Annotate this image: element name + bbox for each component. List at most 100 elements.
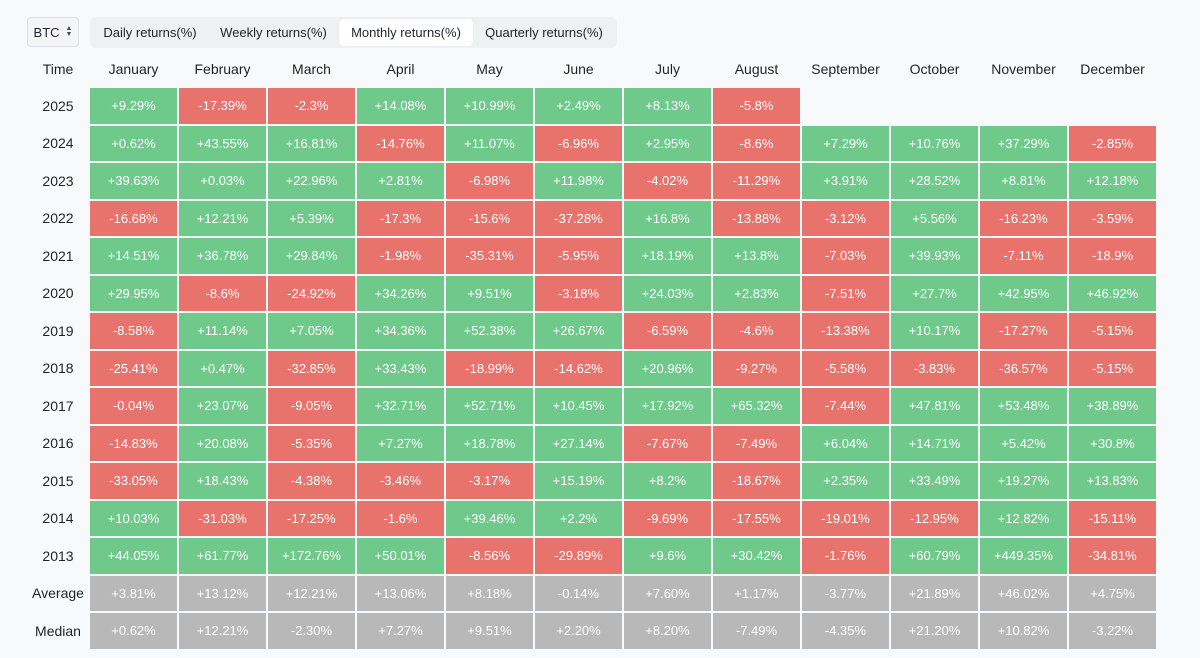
return-cell: +53.48%: [980, 388, 1067, 424]
return-cell: +52.38%: [446, 313, 533, 349]
summary-cell: +10.82%: [980, 613, 1067, 649]
return-cell: -36.57%: [980, 350, 1067, 386]
return-cell: -5.58%: [802, 350, 889, 386]
return-cell: -7.44%: [802, 388, 889, 424]
summary-cell: +21.20%: [891, 613, 978, 649]
year-label: 2021: [42, 247, 74, 264]
return-cell: +26.67%: [535, 313, 622, 349]
return-cell: -9.27%: [713, 350, 800, 386]
summary-cell: +2.20%: [535, 613, 622, 649]
return-cell: +2.35%: [802, 463, 889, 499]
return-cell: +39.93%: [891, 238, 978, 274]
return-cell: -3.46%: [357, 463, 444, 499]
return-cell: +7.05%: [268, 313, 355, 349]
return-cell: -7.03%: [802, 238, 889, 274]
year-label: 2025: [42, 97, 74, 114]
return-cell: -2.85%: [1069, 125, 1156, 161]
return-cell: -29.89%: [535, 538, 622, 574]
return-cell: +27.14%: [535, 425, 622, 461]
summary-row: Median +0.62% +12.21% -2.30% +7.27% +9.51% +2.…: [28, 613, 1156, 649]
table-header-row: Time January February March April May June Jul…: [28, 52, 1156, 86]
return-cell: +44.05%: [90, 538, 177, 574]
return-cell: +39.46%: [446, 500, 533, 536]
return-cell: +2.2%: [535, 500, 622, 536]
return-cell: +27.7%: [891, 275, 978, 311]
table-row: 2017 -0.04% +23.07% -9.05% +32.71% +52.71% +10…: [28, 388, 1156, 424]
return-cell: +5.56%: [891, 200, 978, 236]
return-cell: +9.6%: [624, 538, 711, 574]
table-row: 2020 +29.95% -8.6% -24.92% +34.26% +9.51% -3.1…: [28, 275, 1156, 311]
return-cell: -17.55%: [713, 500, 800, 536]
return-cell: +0.62%: [90, 125, 177, 161]
return-cell: -14.76%: [357, 125, 444, 161]
return-cell: +0.47%: [179, 350, 266, 386]
year-label: 2023: [42, 172, 74, 189]
return-cell: +33.49%: [891, 463, 978, 499]
summary-cell: +13.12%: [179, 575, 266, 611]
return-cell: -5.8%: [713, 88, 800, 124]
return-cell: -6.96%: [535, 125, 622, 161]
return-cell: +12.18%: [1069, 163, 1156, 199]
asset-select[interactable]: BTC ▲ ▼: [27, 17, 79, 47]
return-cell: -3.17%: [446, 463, 533, 499]
return-cell: +11.07%: [446, 125, 533, 161]
return-cell: +9.29%: [90, 88, 177, 124]
return-cell: +46.92%: [1069, 275, 1156, 311]
return-cell: +37.29%: [980, 125, 1067, 161]
summary-row: Average +3.81% +13.12% +12.21% +13.06% +8.18%…: [28, 575, 1156, 611]
return-cell: +10.03%: [90, 500, 177, 536]
return-cell: -35.31%: [446, 238, 533, 274]
tab-daily-returns[interactable]: Daily returns(%): [103, 25, 197, 40]
summary-cell: +12.21%: [268, 575, 355, 611]
return-cell: +8.2%: [624, 463, 711, 499]
return-cell: +10.99%: [446, 88, 533, 124]
return-cell: +34.26%: [357, 275, 444, 311]
return-cell: +2.81%: [357, 163, 444, 199]
return-cell: -2.3%: [268, 88, 355, 124]
return-cell: +61.77%: [179, 538, 266, 574]
return-cell: +449.35%: [980, 538, 1067, 574]
return-cell: -11.29%: [713, 163, 800, 199]
return-cell: -17.27%: [980, 313, 1067, 349]
return-cell: -13.38%: [802, 313, 889, 349]
return-cell: +22.96%: [268, 163, 355, 199]
return-cell: -5.15%: [1069, 350, 1156, 386]
return-cell: +47.81%: [891, 388, 978, 424]
return-cell: +65.32%: [713, 388, 800, 424]
return-cell: +24.03%: [624, 275, 711, 311]
summary-cell: -0.14%: [535, 575, 622, 611]
tab-quarterly-returns[interactable]: Quarterly returns(%): [485, 25, 603, 40]
return-cell: +18.43%: [179, 463, 266, 499]
summary-cell: +9.51%: [446, 613, 533, 649]
return-cell: +15.19%: [535, 463, 622, 499]
month-column-header: April: [386, 61, 415, 77]
return-cell: -13.88%: [713, 200, 800, 236]
return-cell: -17.25%: [268, 500, 355, 536]
return-cell: -3.18%: [535, 275, 622, 311]
return-cell: +0.03%: [179, 163, 266, 199]
tab-monthly-returns[interactable]: Monthly returns(%): [339, 19, 473, 46]
return-cell: +5.42%: [980, 425, 1067, 461]
return-cell: +33.43%: [357, 350, 444, 386]
summary-cell: +21.89%: [891, 575, 978, 611]
return-cell: +36.78%: [179, 238, 266, 274]
summary-cell: +46.02%: [980, 575, 1067, 611]
table-row: 2024 +0.62% +43.55% +16.81% -14.76% +11.07% -6…: [28, 125, 1156, 161]
table-row: 2016 -14.83% +20.08% -5.35% +7.27% +18.78% +27…: [28, 425, 1156, 461]
return-cell: +52.71%: [446, 388, 533, 424]
return-cell: +32.71%: [357, 388, 444, 424]
month-column-header: August: [734, 61, 779, 77]
return-cell: -8.6%: [179, 275, 266, 311]
return-cell: -1.6%: [357, 500, 444, 536]
return-cell: +3.91%: [802, 163, 889, 199]
return-cell: -9.69%: [624, 500, 711, 536]
return-cell: -14.62%: [535, 350, 622, 386]
month-column-header: January: [108, 61, 159, 77]
year-label: 2014: [42, 510, 74, 527]
returns-period-tabs: Daily returns(%) Weekly returns(%) Month…: [90, 17, 617, 48]
return-cell: -0.04%: [90, 388, 177, 424]
summary-cell: -3.22%: [1069, 613, 1156, 649]
summary-cell: +3.81%: [90, 575, 177, 611]
return-cell: +39.63%: [90, 163, 177, 199]
tab-weekly-returns[interactable]: Weekly returns(%): [220, 25, 327, 40]
